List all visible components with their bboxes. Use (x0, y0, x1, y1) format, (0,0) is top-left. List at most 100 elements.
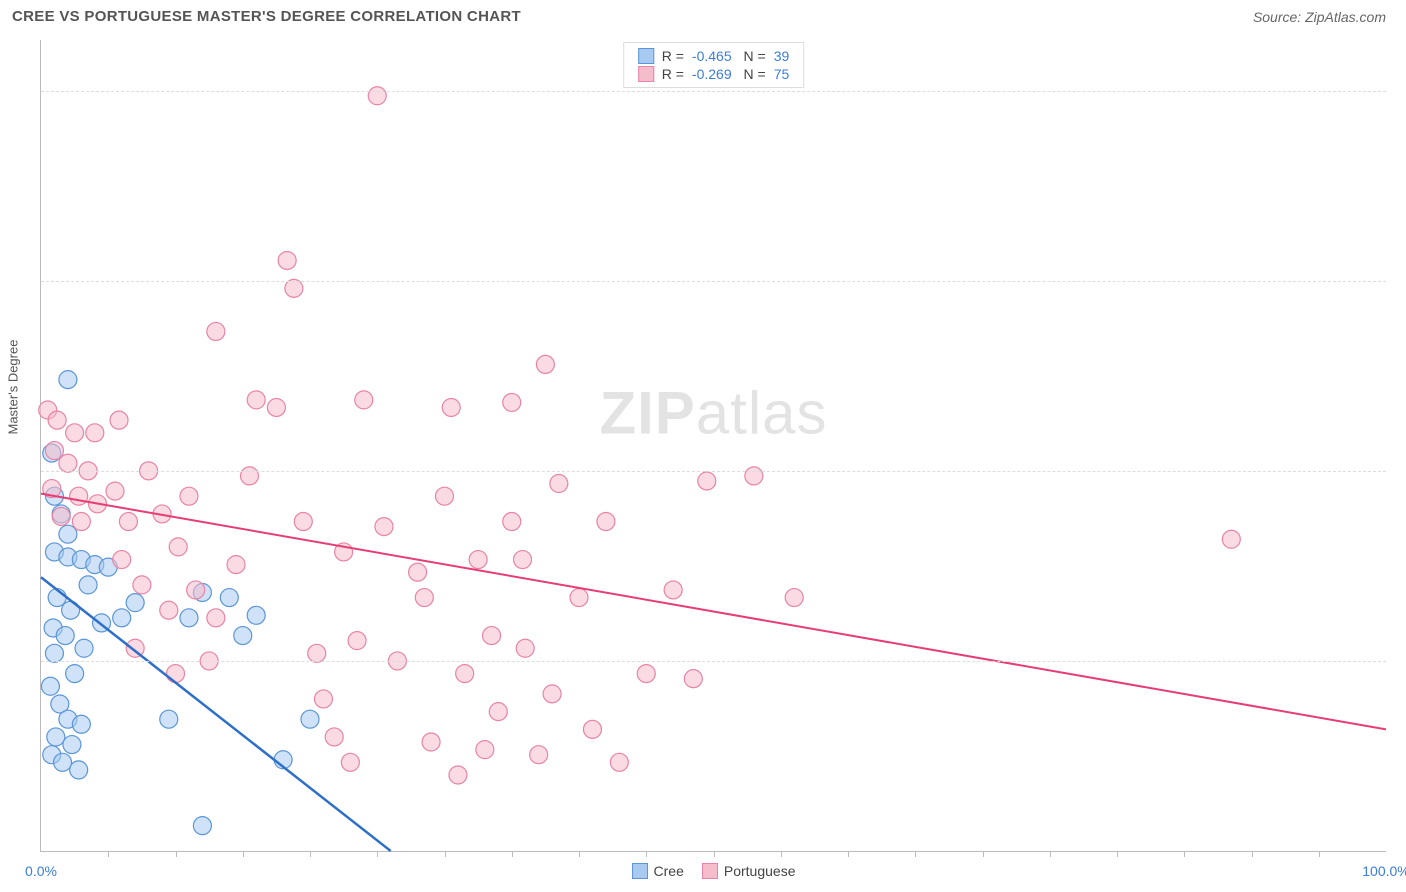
chart-plot-area: Master's Degree ZIPatlas R = -0.465 N = … (40, 40, 1386, 852)
scatter-point (187, 581, 205, 599)
scatter-svg (41, 40, 1386, 851)
scatter-point (63, 736, 81, 754)
xtick (108, 851, 109, 857)
scatter-point (368, 87, 386, 105)
scatter-point (308, 644, 326, 662)
scatter-point (106, 482, 124, 500)
scatter-point (785, 589, 803, 607)
xtick (646, 851, 647, 857)
scatter-point (75, 639, 93, 657)
legend-row-portuguese: R = -0.269 N = 75 (638, 65, 790, 83)
legend-item-cree: Cree (632, 863, 684, 879)
scatter-point (66, 424, 84, 442)
legend-label-cree: Cree (654, 863, 684, 879)
legend-swatch-portuguese-bottom (702, 863, 718, 879)
scatter-point (530, 746, 548, 764)
scatter-point (169, 538, 187, 556)
scatter-point (66, 665, 84, 683)
ytick-label: 15.0% (1391, 463, 1406, 479)
scatter-point (476, 741, 494, 759)
gridline (41, 471, 1386, 472)
scatter-point (422, 733, 440, 751)
scatter-point (503, 393, 521, 411)
scatter-point (234, 627, 252, 645)
scatter-point (119, 513, 137, 531)
scatter-point (79, 576, 97, 594)
scatter-point (664, 581, 682, 599)
xtick (1117, 851, 1118, 857)
scatter-point (247, 391, 265, 409)
xtick-label: 100.0% (1362, 863, 1406, 879)
scatter-point (684, 670, 702, 688)
scatter-point (294, 513, 312, 531)
gridline (41, 281, 1386, 282)
scatter-point (278, 251, 296, 269)
scatter-point (48, 411, 66, 429)
scatter-point (207, 609, 225, 627)
xtick-label: 0.0% (25, 863, 57, 879)
gridline (41, 91, 1386, 92)
scatter-point (610, 753, 628, 771)
scatter-point (442, 398, 460, 416)
legend-item-portuguese: Portuguese (702, 863, 796, 879)
legend-correlation: R = -0.465 N = 39 R = -0.269 N = 75 (623, 42, 805, 88)
scatter-point (745, 467, 763, 485)
scatter-point (503, 513, 521, 531)
source-attribution: Source: ZipAtlas.com (1253, 9, 1386, 25)
gridline (41, 661, 1386, 662)
scatter-point (59, 371, 77, 389)
xtick (1184, 851, 1185, 857)
scatter-point (325, 728, 343, 746)
scatter-point (160, 601, 178, 619)
trend-line (41, 494, 1386, 730)
xtick (1252, 851, 1253, 857)
scatter-point (247, 606, 265, 624)
scatter-point (45, 644, 63, 662)
xtick (512, 851, 513, 857)
scatter-point (536, 355, 554, 373)
xtick (983, 851, 984, 857)
ytick-label: 22.5% (1391, 273, 1406, 289)
legend-row-cree: R = -0.465 N = 39 (638, 47, 790, 65)
scatter-point (409, 563, 427, 581)
scatter-point (436, 487, 454, 505)
chart-header: CREE VS PORTUGUESE MASTER'S DEGREE CORRE… (0, 0, 1406, 33)
xtick (781, 851, 782, 857)
scatter-point (113, 551, 131, 569)
chart-title: CREE VS PORTUGUESE MASTER'S DEGREE CORRE… (12, 8, 521, 25)
xtick (714, 851, 715, 857)
legend-label-portuguese: Portuguese (724, 863, 796, 879)
scatter-point (314, 690, 332, 708)
scatter-point (110, 411, 128, 429)
xtick (176, 851, 177, 857)
xtick (377, 851, 378, 857)
xtick (310, 851, 311, 857)
scatter-point (516, 639, 534, 657)
xtick (1319, 851, 1320, 857)
scatter-point (207, 322, 225, 340)
scatter-point (113, 609, 131, 627)
scatter-point (637, 665, 655, 683)
scatter-point (41, 677, 59, 695)
scatter-point (514, 551, 532, 569)
scatter-point (240, 467, 258, 485)
scatter-point (267, 398, 285, 416)
scatter-point (449, 766, 467, 784)
scatter-point (285, 279, 303, 297)
scatter-point (483, 627, 501, 645)
scatter-point (469, 551, 487, 569)
scatter-point (72, 715, 90, 733)
scatter-point (375, 518, 393, 536)
legend-r-cree: -0.465 (692, 48, 732, 64)
scatter-point (348, 632, 366, 650)
legend-swatch-portuguese (638, 66, 654, 82)
scatter-point (698, 472, 716, 490)
legend-swatch-cree-bottom (632, 863, 648, 879)
scatter-point (341, 753, 359, 771)
legend-swatch-cree (638, 48, 654, 64)
scatter-point (1222, 530, 1240, 548)
xtick (848, 851, 849, 857)
scatter-point (86, 424, 104, 442)
scatter-point (167, 665, 185, 683)
xtick (445, 851, 446, 857)
